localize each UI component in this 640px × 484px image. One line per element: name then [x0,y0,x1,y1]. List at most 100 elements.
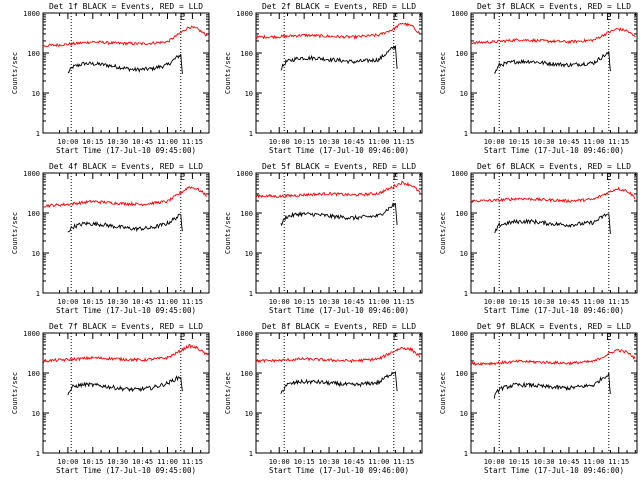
x-tick-label: 10:00 [484,298,505,306]
event-marker-label: E [606,13,611,23]
x-axis-label: Start Time (17-Jul-10 09:45:00) [56,306,196,315]
lld-series-line [255,346,421,364]
y-tick-label: 1 [249,290,253,298]
y-tick-label: 1000 [236,10,253,18]
y-axis-label: Counts/sec [224,372,232,414]
x-tick-label: 10:15 [82,298,103,306]
event-marker-label: E [606,173,611,183]
x-tick-label: 10:45 [132,138,153,146]
chart-title: Det 4f BLACK = Events, RED = LLD [49,162,203,171]
x-tick-label: 11:15 [182,298,203,306]
y-axis-label: Counts/sec [11,212,19,254]
x-tick-label: 10:30 [319,138,340,146]
events-series-line [280,371,398,394]
y-tick-label: 1000 [23,10,40,18]
y-tick-label: 100 [240,210,253,218]
lld-series-line [470,186,636,204]
x-tick-label: 11:00 [583,298,604,306]
y-tick-label: 1 [249,130,253,138]
event-marker-label: E [393,333,398,343]
x-tick-label: 10:15 [509,138,530,146]
plot-frame [255,12,423,134]
y-tick-label: 1000 [23,330,40,338]
y-tick-label: 1 [464,130,468,138]
plot-frame [42,332,210,454]
x-tick-label: 10:45 [132,298,153,306]
x-tick-label: 11:00 [368,458,389,466]
chart-panel: Det 1f BLACK = Events, RED = LLD 1 10 100 10… [11,2,210,155]
x-tick-label: 10:45 [558,458,579,466]
events-series-line [280,45,398,71]
x-tick-label: 10:30 [319,298,340,306]
x-tick-label: 10:45 [343,458,364,466]
y-tick-label: 1000 [451,330,468,338]
x-tick-label: 11:00 [583,458,604,466]
x-axis-label: Start Time (17-Jul-10 09:45:00) [56,146,196,155]
x-tick-label: 11:00 [157,138,178,146]
y-tick-label: 1000 [236,170,253,178]
x-tick-label: 11:15 [393,458,414,466]
events-series-line [67,53,183,74]
x-tick-label: 10:00 [269,298,290,306]
y-tick-label: 100 [240,370,253,378]
chart-panel: Det 6f BLACK = Events, RED = LLD 1 10 100 10… [439,162,638,315]
x-tick-label: 10:30 [319,458,340,466]
y-tick-label: 10 [32,250,40,258]
lld-series-line [42,185,208,208]
lld-series-line [255,180,421,199]
events-series-line [67,375,183,396]
x-tick-label: 10:45 [558,298,579,306]
chart-panel: Det 3f BLACK = Events, RED = LLD 1 10 100 10… [439,2,638,155]
x-tick-label: 10:45 [343,298,364,306]
chart-panel: Det 8f BLACK = Events, RED = LLD 1 10 100 10… [224,322,423,475]
y-tick-label: 10 [32,90,40,98]
y-axis-label: Counts/sec [224,52,232,94]
y-tick-label: 1000 [451,170,468,178]
x-tick-label: 10:30 [107,298,128,306]
y-tick-label: 100 [27,50,40,58]
y-axis-label: Counts/sec [11,52,19,94]
y-tick-label: 1000 [451,10,468,18]
x-tick-label: 10:15 [509,458,530,466]
x-tick-label: 11:15 [608,138,629,146]
y-tick-label: 10 [245,90,253,98]
y-tick-label: 10 [460,250,468,258]
y-tick-label: 10 [32,410,40,418]
plot-frame [255,332,423,454]
chart-panel: Det 5f BLACK = Events, RED = LLD 1 10 100 10… [224,162,423,315]
lld-series-line [42,343,208,364]
events-series-line [494,213,611,234]
x-tick-label: 11:00 [157,458,178,466]
chart-title: Det 5f BLACK = Events, RED = LLD [262,162,416,171]
x-tick-label: 11:15 [182,458,203,466]
lld-series-line [470,349,636,367]
y-tick-label: 100 [27,210,40,218]
y-tick-label: 1 [249,450,253,458]
x-tick-label: 10:00 [269,138,290,146]
y-tick-label: 1 [464,290,468,298]
lld-series-line [255,22,421,40]
x-axis-label: Start Time (17-Jul-10 09:46:00) [269,146,409,155]
chart-title: Det 8f BLACK = Events, RED = LLD [262,322,416,331]
events-series-line [494,51,611,74]
x-tick-label: 11:00 [157,298,178,306]
x-tick-label: 10:30 [534,458,555,466]
x-axis-label: Start Time (17-Jul-10 09:46:00) [484,146,624,155]
chart-panel: Det 7f BLACK = Events, RED = LLD 1 10 100 10… [11,322,210,475]
y-axis-label: Counts/sec [224,212,232,254]
y-tick-label: 100 [240,50,253,58]
y-tick-label: 1 [36,290,40,298]
chart-panel: Det 9f BLACK = Events, RED = LLD 1 10 100 10… [439,322,638,475]
event-marker-label: E [180,333,185,343]
x-tick-label: 11:00 [583,138,604,146]
y-tick-label: 10 [245,250,253,258]
y-tick-label: 1000 [236,330,253,338]
x-axis-label: Start Time (17-Jul-10 09:46:00) [269,306,409,315]
lld-series-line [470,27,636,45]
event-marker-label: E [393,173,398,183]
x-tick-label: 10:30 [107,138,128,146]
chart-title: Det 2f BLACK = Events, RED = LLD [262,2,416,11]
x-tick-label: 10:00 [484,138,505,146]
y-tick-label: 1 [36,130,40,138]
